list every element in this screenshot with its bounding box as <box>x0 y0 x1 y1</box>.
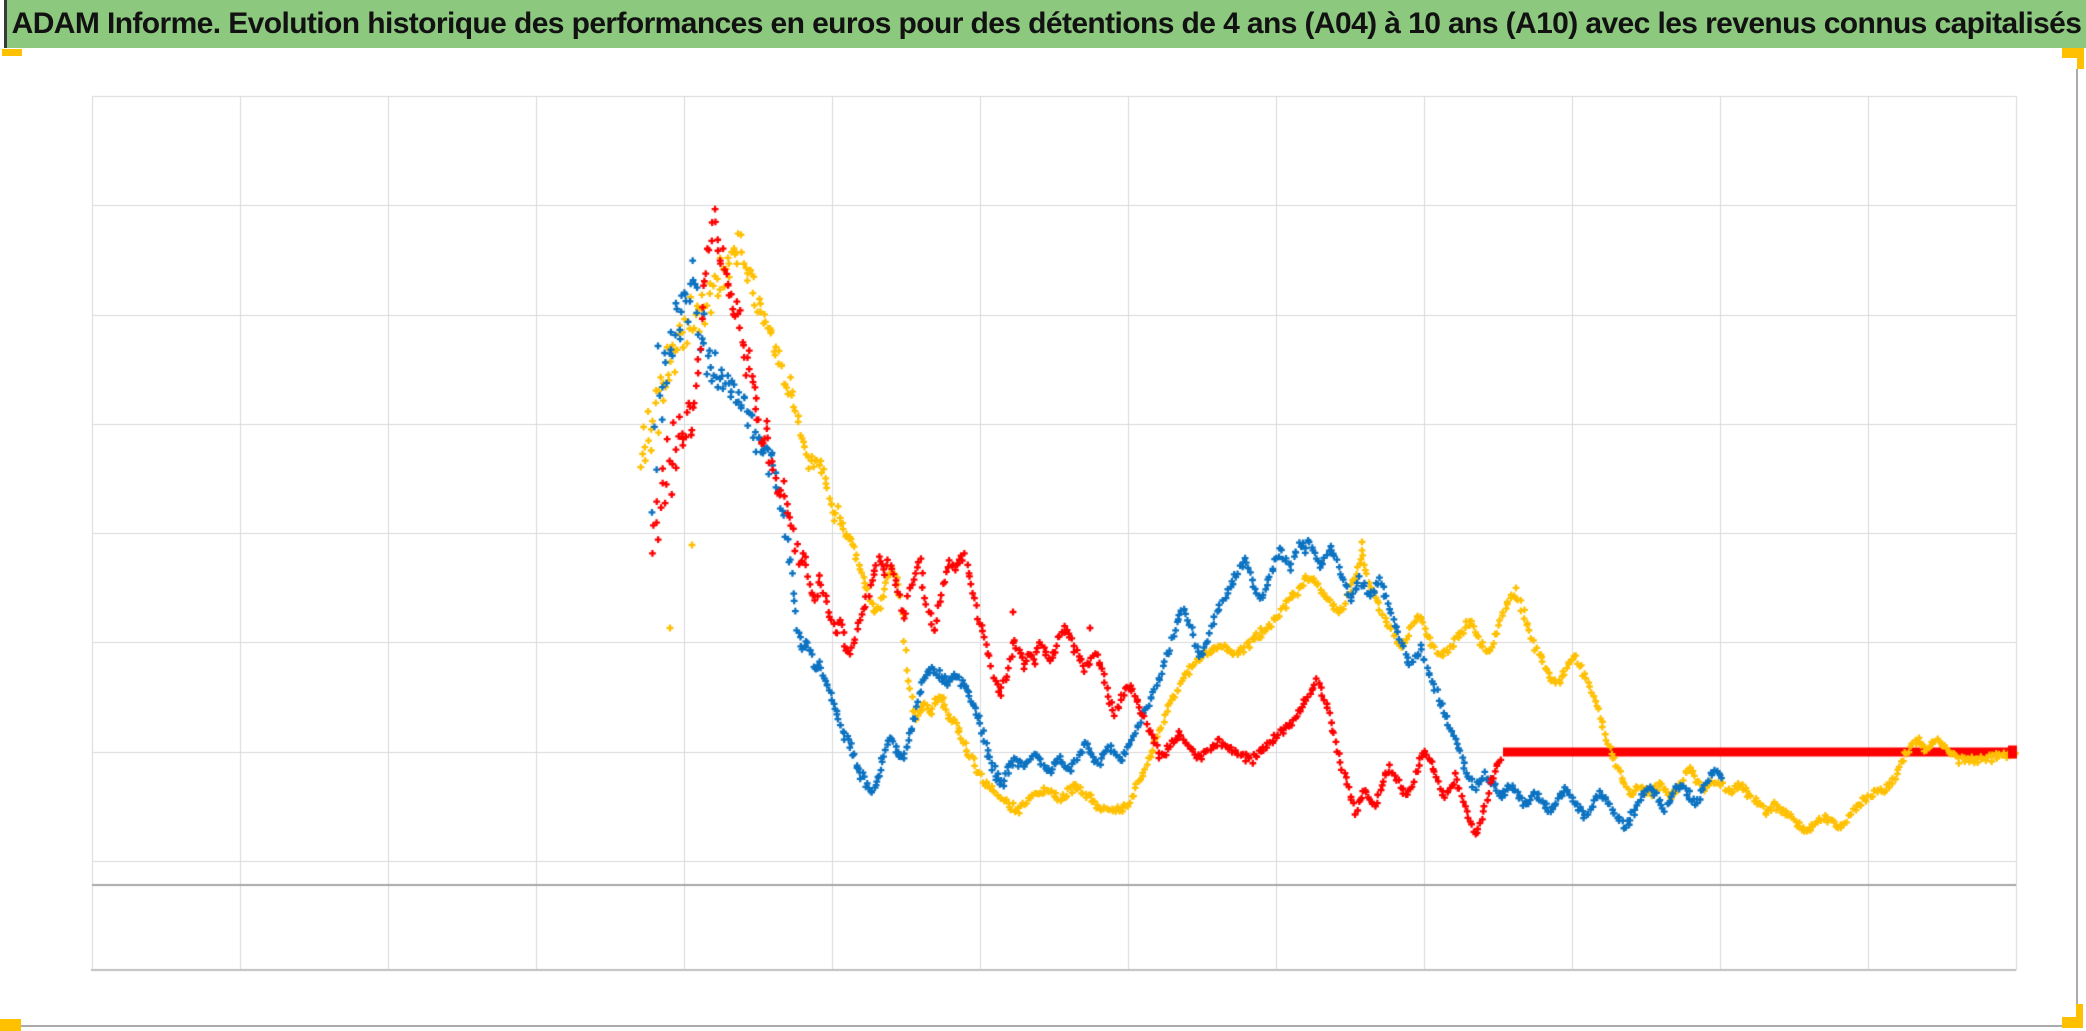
title-bar: ADAM Informe. Evolution historique des p… <box>7 0 2086 48</box>
performance-scatter-canvas <box>0 48 2086 1031</box>
page-title: ADAM Informe. Evolution historique des p… <box>11 7 2082 40</box>
title-bar-left-accent <box>4 0 7 48</box>
chart-area <box>0 48 2086 1031</box>
